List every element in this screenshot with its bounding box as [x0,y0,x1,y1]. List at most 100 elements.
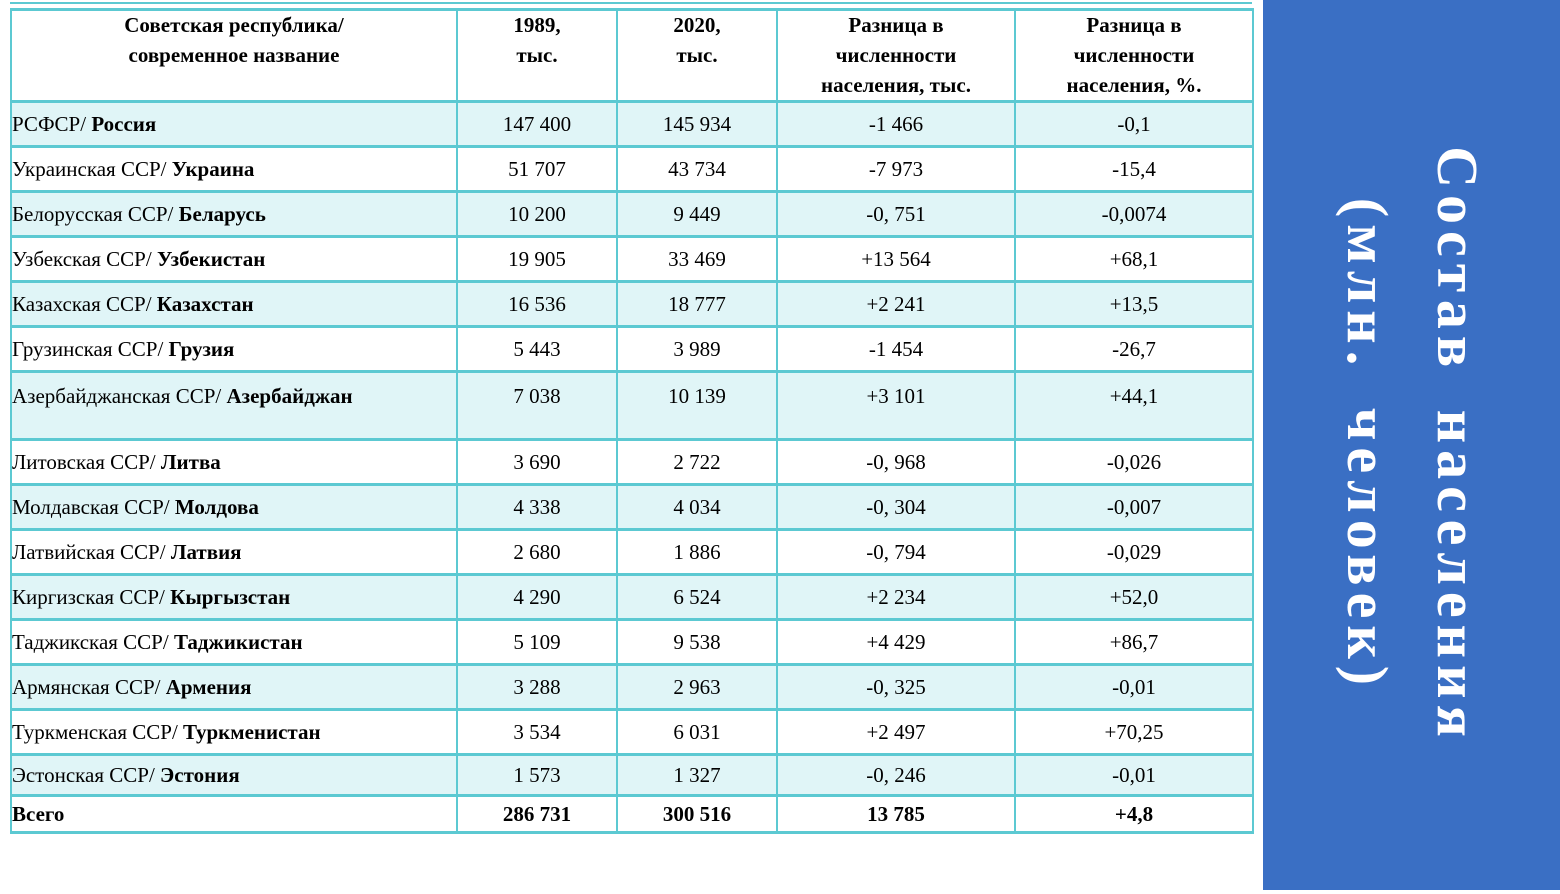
republic-cell: Киргизская ССР/ Кыргызстан [10,573,458,622]
sidebar-vertical-title: Состав населения (млн. человек) [1322,0,1502,894]
republic-cell: Латвийская ССР/ Латвия [10,528,458,577]
header-1989: 1989, тыс. [456,7,618,104]
cell-diff-thousands: +4 429 [776,618,1016,667]
cell-1989: 147 400 [456,100,618,149]
cell-diff-thousands: -0, 304 [776,483,1016,532]
modern-name: Казахстан [156,291,254,316]
republic-cell: Казахская ССР/ Казахстан [10,280,458,329]
cell-diff-percent: -0,026 [1014,438,1254,487]
republic-cell: Узбекская ССР/ Узбекистан [10,235,458,284]
cell-diff-thousands: +2 241 [776,280,1016,329]
republic-cell: Литовская ССР/ Литва [10,438,458,487]
table-row: Узбекская ССР/ Узбекистан 19 905 33 469 … [10,235,1254,284]
cell-diff-thousands: -1 466 [776,100,1016,149]
cell-diff-thousands: -0, 246 [776,753,1016,798]
cell-diff-thousands: -0, 325 [776,663,1016,712]
table-body: РСФСР/ Россия 147 400 145 934 -1 466 -0,… [10,100,1254,798]
table-row: Киргизская ССР/ Кыргызстан 4 290 6 524 +… [10,573,1254,622]
modern-name: Молдова [174,494,259,519]
modern-name: Грузия [168,336,235,361]
header-diff-thousands: Разница в численности населения, тыс. [776,7,1016,104]
soviet-name: Латвийская ССР/ [12,539,166,564]
cell-2020: 18 777 [616,280,778,329]
cell-2020: 2 963 [616,663,778,712]
table-row: Литовская ССР/ Литва 3 690 2 722 -0, 968… [10,438,1254,487]
cell-1989: 3 690 [456,438,618,487]
soviet-name: Грузинская ССР/ [12,336,164,361]
cell-diff-percent: -0,1 [1014,100,1254,149]
cell-diff-percent: +13,5 [1014,280,1254,329]
cell-2020: 6 524 [616,573,778,622]
soviet-name: РСФСР/ [12,111,87,136]
cell-diff-thousands: -1 454 [776,325,1016,374]
cell-diff-thousands: -0, 794 [776,528,1016,577]
republic-cell: Грузинская ССР/ Грузия [10,325,458,374]
table-row: Грузинская ССР/ Грузия 5 443 3 989 -1 45… [10,325,1254,374]
cell-1989: 2 680 [456,528,618,577]
cell-2020: 1 886 [616,528,778,577]
republic-cell: Таджикская ССР/ Таджикистан [10,618,458,667]
table-header: Советская республика/ современное назван… [10,7,1254,104]
cell-1989: 4 338 [456,483,618,532]
total-1989: 286 731 [456,794,618,835]
soviet-name: Туркменская ССР/ [12,719,178,744]
table-row: РСФСР/ Россия 147 400 145 934 -1 466 -0,… [10,100,1254,149]
cell-1989: 1 573 [456,753,618,798]
cell-diff-percent: +44,1 [1014,370,1254,442]
modern-name: Армения [165,674,252,699]
cell-1989: 5 109 [456,618,618,667]
cell-diff-percent: +68,1 [1014,235,1254,284]
cell-2020: 3 989 [616,325,778,374]
cell-1989: 7 038 [456,370,618,442]
cell-diff-thousands: +2 497 [776,708,1016,757]
soviet-name: Эстонская ССР/ [12,762,155,787]
cell-diff-percent: -0,01 [1014,753,1254,798]
modern-name: Литва [160,449,221,474]
cell-diff-thousands: +13 564 [776,235,1016,284]
cell-2020: 4 034 [616,483,778,532]
republic-cell: Эстонская ССР/ Эстония [10,753,458,798]
cell-diff-thousands: +3 101 [776,370,1016,442]
modern-name: Украина [171,156,255,181]
cell-diff-thousands: -7 973 [776,145,1016,194]
total-diff-thousands: 13 785 [776,794,1016,835]
modern-name: Таджикистан [173,629,303,654]
republic-cell: Туркменская ССР/ Туркменистан [10,708,458,757]
modern-name: Латвия [170,539,242,564]
table-row: Белорусская ССР/ Беларусь 10 200 9 449 -… [10,190,1254,239]
cell-1989: 3 288 [456,663,618,712]
cell-1989: 3 534 [456,708,618,757]
total-label: Всего [10,794,458,835]
population-table-wrap: Советская республика/ современное назван… [10,7,1254,835]
cell-diff-percent: -0,01 [1014,663,1254,712]
sidebar-title-line1: Состав населения [1424,146,1490,744]
republic-cell: Армянская ССР/ Армения [10,663,458,712]
cell-2020: 43 734 [616,145,778,194]
republic-cell: Азербайджанская ССР/ Азербайджан [10,370,458,442]
modern-name: Узбекистан [156,246,266,271]
republic-cell: Молдавская ССР/ Молдова [10,483,458,532]
soviet-name: Белорусская ССР/ [12,201,174,226]
table-row: Таджикская ССР/ Таджикистан 5 109 9 538 … [10,618,1254,667]
cell-diff-percent: +52,0 [1014,573,1254,622]
soviet-name: Украинская ССР/ [12,156,167,181]
cell-2020: 10 139 [616,370,778,442]
cell-2020: 2 722 [616,438,778,487]
cell-2020: 6 031 [616,708,778,757]
soviet-name: Киргизская ССР/ [12,584,165,609]
table-row: Казахская ССР/ Казахстан 16 536 18 777 +… [10,280,1254,329]
cell-diff-thousands: +2 234 [776,573,1016,622]
modern-name: Кыргызстан [170,584,291,609]
cell-2020: 33 469 [616,235,778,284]
sidebar-title-line2: (млн. человек) [1334,197,1400,693]
table-row: Туркменская ССР/ Туркменистан 3 534 6 03… [10,708,1254,757]
modern-name: Россия [91,111,157,136]
table-row: Молдавская ССР/ Молдова 4 338 4 034 -0, … [10,483,1254,532]
header-republic: Советская республика/ современное назван… [10,7,458,104]
total-row: Всего 286 731 300 516 13 785 +4,8 [10,794,1254,835]
table-top-accent-line [10,2,1252,4]
cell-diff-percent: +70,25 [1014,708,1254,757]
cell-2020: 145 934 [616,100,778,149]
soviet-name: Казахская ССР/ [12,291,152,316]
